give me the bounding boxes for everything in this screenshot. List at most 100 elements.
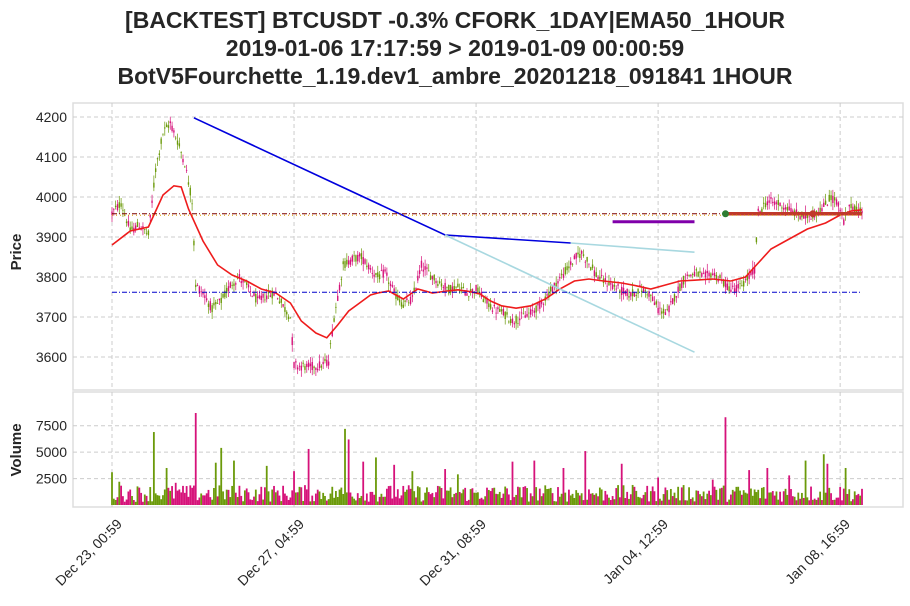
candle-body — [546, 294, 547, 295]
candle-body — [293, 362, 294, 368]
candle-body — [714, 273, 715, 276]
volume-bar — [368, 502, 370, 505]
volume-bar — [850, 501, 852, 505]
volume-bar — [803, 498, 805, 505]
volume-bar — [433, 497, 435, 505]
volume-bar — [280, 501, 282, 505]
candle-body — [399, 299, 400, 302]
volume-bar — [664, 488, 666, 505]
volume-bar — [739, 491, 741, 505]
volume-bar — [663, 494, 665, 505]
volume-panel — [73, 392, 903, 507]
volume-bar — [379, 497, 381, 505]
volume-bar — [805, 461, 807, 505]
volume-bar — [288, 500, 290, 505]
volume-bar — [655, 501, 657, 505]
candle-body — [180, 152, 181, 153]
volume-bar — [566, 502, 568, 505]
candle-body — [663, 309, 664, 313]
candle-body — [428, 270, 429, 271]
candle-body — [526, 314, 527, 317]
volume-bar — [324, 496, 326, 505]
candle-body — [650, 295, 651, 296]
volume-bar — [206, 493, 208, 505]
volume-bar — [264, 487, 266, 505]
volume-bar — [204, 495, 206, 505]
candle-body — [182, 159, 183, 162]
candle-body — [328, 362, 329, 366]
candle-body — [637, 289, 638, 294]
volume-bar — [171, 486, 173, 505]
volume-bar — [845, 468, 847, 505]
volume-bar — [617, 485, 619, 505]
volume-bar — [832, 500, 834, 505]
candle-body — [559, 277, 560, 278]
volume-bar — [248, 492, 250, 505]
volume-bar — [857, 494, 859, 505]
candle-body — [162, 134, 163, 135]
candle-body — [128, 221, 129, 226]
candle-body — [120, 203, 121, 206]
candle-body — [590, 267, 591, 270]
volume-bar — [189, 485, 191, 505]
volume-bar — [431, 493, 433, 505]
volume-bar — [335, 491, 337, 505]
candle-body — [297, 367, 298, 369]
volume-bar — [586, 500, 588, 505]
volume-bar — [508, 494, 510, 505]
volume-bar — [730, 495, 732, 505]
candle-body — [783, 208, 784, 210]
volume-bar — [437, 486, 439, 505]
volume-bar — [137, 486, 139, 505]
candle-body — [295, 361, 296, 362]
volume-bar — [757, 490, 759, 505]
candle-body — [310, 364, 311, 367]
volume-bar — [411, 471, 413, 505]
x-tick-label: Dec 31, 08:59 — [416, 516, 489, 589]
candle-body — [636, 295, 637, 296]
candle-body — [738, 284, 739, 288]
volume-bar — [806, 497, 808, 505]
volume-bar — [297, 492, 299, 505]
volume-bar — [197, 500, 199, 505]
volume-bar — [575, 490, 577, 505]
volume-bar — [543, 493, 545, 505]
volume-bar — [801, 493, 803, 505]
candle-body — [741, 285, 742, 286]
volume-bar — [606, 495, 608, 505]
volume-bar — [415, 497, 417, 505]
candle-body — [281, 299, 282, 303]
candle-body — [208, 304, 209, 307]
volume-bar — [371, 492, 373, 505]
volume-bar — [726, 502, 728, 505]
volume-bar — [745, 493, 747, 505]
volume-bar — [796, 500, 798, 505]
volume-bar — [211, 500, 213, 505]
volume-bar — [501, 498, 503, 505]
candle-body — [810, 219, 811, 220]
volume-bar — [705, 499, 707, 505]
volume-bar — [430, 494, 432, 505]
volume-bar — [477, 492, 479, 505]
candle-body — [821, 208, 822, 211]
volume-bar — [442, 498, 444, 505]
volume-bar — [300, 487, 302, 505]
candle-body — [494, 305, 495, 306]
candle-body — [779, 203, 780, 207]
volume-bar — [386, 489, 388, 505]
volume-bar — [126, 500, 128, 505]
volume-bar — [594, 495, 596, 505]
candle-body — [565, 267, 566, 274]
volume-bar — [608, 498, 610, 505]
volume-bar — [188, 497, 190, 505]
candle-body — [501, 309, 502, 311]
volume-bar — [683, 485, 685, 505]
volume-bar — [699, 494, 701, 505]
candle-body — [657, 308, 658, 313]
candle-body — [375, 273, 376, 275]
volume-tick-label: 7500 — [36, 418, 67, 434]
volume-bar — [834, 500, 836, 505]
candle-body — [758, 209, 759, 211]
volume-bar — [515, 495, 517, 505]
candle-body — [659, 308, 660, 309]
